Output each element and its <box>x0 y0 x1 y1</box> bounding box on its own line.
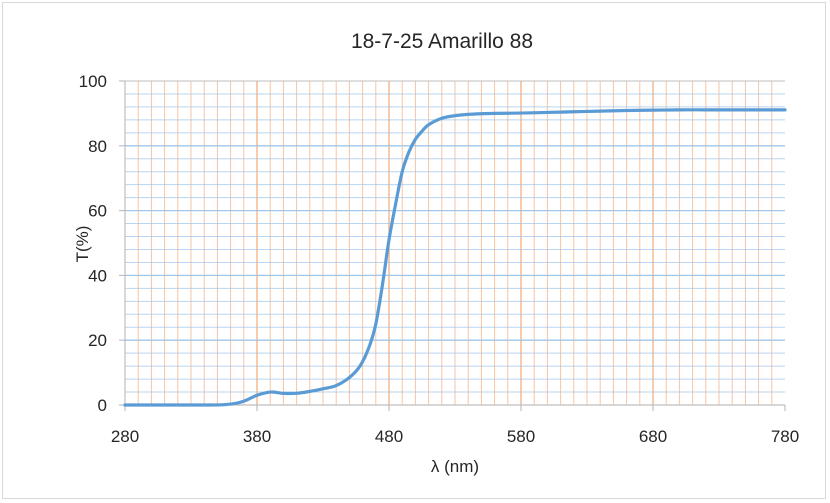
y-axis-label: T(%) <box>73 226 92 263</box>
y-tick-labels: 0 20 40 60 80 100 <box>79 72 107 415</box>
x-tick-label: 780 <box>771 427 799 446</box>
x-tick-labels: 280 380 480 580 680 780 <box>111 427 799 446</box>
x-axis-label: λ (nm) <box>431 457 479 476</box>
axes <box>119 80 786 411</box>
series-layer <box>123 108 787 407</box>
y-tick-label: 60 <box>88 202 107 221</box>
chart-title: 18-7-25 Amarillo 88 <box>351 30 533 53</box>
x-tick-label: 280 <box>111 427 139 446</box>
x-tick-label: 480 <box>375 427 403 446</box>
y-tick-label: 80 <box>88 137 107 156</box>
x-tick-label: 580 <box>507 427 535 446</box>
gridlines <box>125 81 785 405</box>
y-tick-label: 0 <box>98 396 107 415</box>
transmittance-line <box>123 108 787 407</box>
y-tick-label: 100 <box>79 72 107 91</box>
y-tick-label: 20 <box>88 331 107 350</box>
x-tick-label: 380 <box>243 427 271 446</box>
y-tick-label: 40 <box>88 266 107 285</box>
x-tick-label: 680 <box>639 427 667 446</box>
